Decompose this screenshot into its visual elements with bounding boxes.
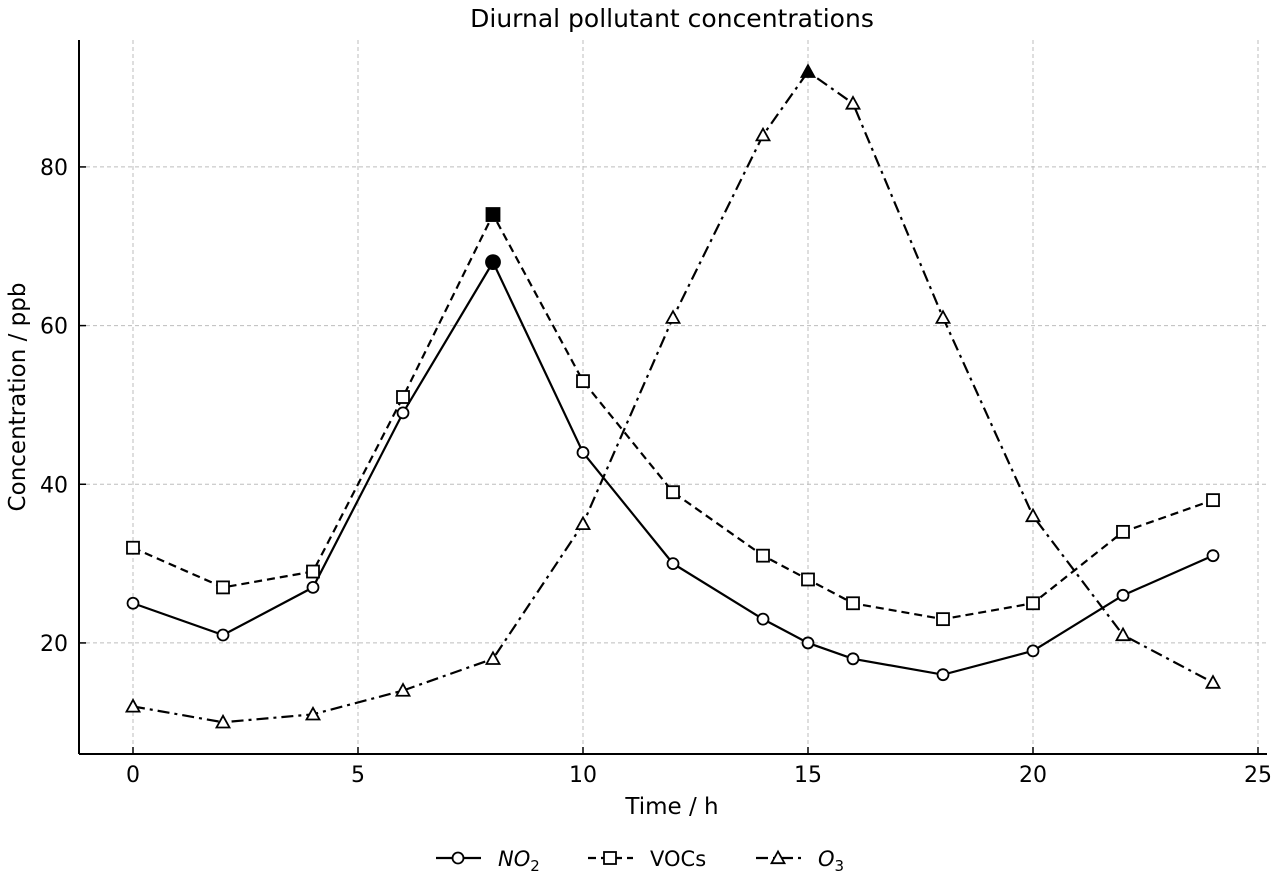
x-tick-label: 20 [1019, 763, 1047, 788]
data-point [846, 652, 860, 666]
series-0 [126, 254, 1220, 682]
data-point [666, 485, 680, 500]
y-tick-label: 80 [40, 156, 68, 181]
data-point [936, 612, 950, 627]
legend-label: NO2 [498, 847, 540, 875]
y-tick-label: 40 [40, 473, 68, 498]
data-point [1206, 493, 1220, 508]
data-point [306, 581, 320, 594]
data-point [756, 548, 770, 563]
data-point [801, 572, 815, 587]
data-point [126, 596, 140, 610]
peak-point [799, 63, 817, 78]
series-line [132, 70, 1214, 724]
data-point [216, 628, 230, 642]
x-tick-label: 25 [1244, 763, 1272, 788]
data-point [801, 636, 815, 650]
data-point [844, 95, 862, 110]
y-tick-label: 60 [40, 315, 68, 340]
data-point [1026, 596, 1040, 611]
data-point [934, 309, 952, 324]
data-point [846, 596, 860, 611]
legend-entry: NO2 [436, 847, 540, 875]
data-point [124, 698, 142, 713]
data-point [574, 515, 592, 531]
axes: 0 5 10 15 20 25 20 40 60 80 [40, 40, 1272, 788]
grid [79, 40, 1267, 754]
x-tick-label: 10 [569, 763, 597, 788]
data-point [754, 126, 772, 142]
data-point [216, 580, 230, 595]
data-point [396, 406, 410, 420]
x-tick-label: 0 [126, 763, 140, 788]
data-point [126, 540, 140, 555]
legend-entry: O3 [756, 847, 844, 875]
legend-label: VOCs [650, 847, 706, 871]
legend-label: O3 [818, 847, 844, 875]
data-point [666, 557, 680, 570]
data-point [1026, 644, 1040, 658]
data-point [576, 374, 590, 389]
data-point [1024, 507, 1042, 523]
data-point [1206, 549, 1220, 563]
data-point [304, 705, 322, 721]
x-tick-label: 15 [794, 763, 822, 788]
data-point [484, 650, 502, 665]
data-point [756, 612, 770, 626]
peak-point [485, 207, 501, 222]
data-point [936, 668, 950, 682]
series-layer [124, 63, 1222, 729]
legend-marker [603, 851, 617, 865]
chart-title: Diurnal pollutant concentrations [470, 4, 874, 33]
data-point [576, 446, 590, 459]
x-axis-label: Time / h [624, 794, 718, 820]
data-point [214, 713, 232, 729]
series-line [132, 259, 1214, 676]
legend-entry: VOCs [588, 847, 706, 871]
data-point [306, 564, 320, 579]
data-point [1204, 674, 1222, 689]
legend: NO2 VOCs O3 [436, 847, 844, 875]
series-1 [126, 207, 1220, 627]
legend-marker [769, 849, 787, 865]
peak-point [485, 254, 501, 271]
data-point [664, 309, 682, 324]
x-tick-label: 5 [351, 763, 365, 788]
series-line [132, 212, 1214, 621]
legend-marker [451, 851, 465, 865]
data-point [1114, 626, 1132, 642]
y-axis-label: Concentration / ppb [5, 283, 31, 512]
data-point [396, 390, 410, 404]
data-point [394, 682, 412, 697]
data-point [1116, 588, 1130, 602]
data-point [1116, 524, 1130, 539]
y-tick-label: 20 [40, 632, 68, 657]
series-2 [124, 63, 1222, 729]
